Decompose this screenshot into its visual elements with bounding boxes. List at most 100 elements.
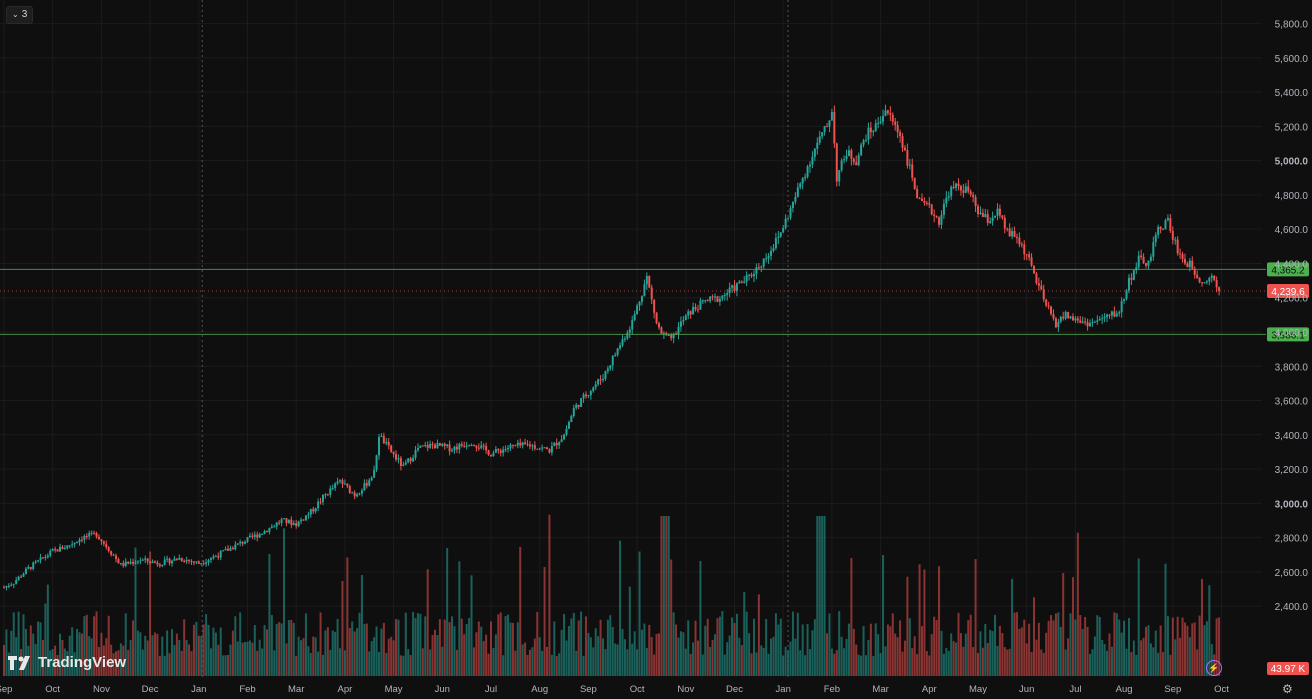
candle-body [10, 584, 13, 586]
candle-body [869, 127, 872, 133]
volume-bar [1174, 639, 1177, 676]
time-tick-label: Dec [726, 684, 743, 695]
volume-bar [438, 619, 441, 676]
volume-bar [541, 650, 544, 676]
candle-body [1025, 254, 1028, 256]
candle-body [117, 558, 120, 564]
candle-body [407, 458, 410, 463]
candle-body [363, 483, 366, 491]
candle-body [1196, 274, 1199, 278]
volume-bar [283, 528, 286, 676]
candle-body [15, 580, 18, 584]
volume-bar [845, 638, 848, 676]
volume-bar [765, 619, 768, 676]
volume-bar [826, 633, 829, 676]
candle-body [589, 391, 592, 396]
volume-bar [740, 645, 743, 676]
price-axis[interactable]: 5,800.0 5,600.0 5,400.0 5,200.0 5,000.0 4,800… [1275, 20, 1309, 614]
candle-body [1154, 234, 1157, 243]
volume-value-tag [1267, 662, 1309, 675]
level-price-label: 4,365.2 [1271, 265, 1305, 276]
candle-body [767, 255, 770, 259]
candle-body [309, 509, 312, 515]
candle-body [1091, 322, 1094, 324]
candle-body [195, 561, 198, 563]
candle-body [760, 266, 763, 268]
candle-body [918, 198, 921, 200]
volume-bar [1018, 628, 1021, 676]
candle-body [1123, 298, 1126, 302]
volume-bar [650, 637, 653, 676]
volume-bar [855, 644, 858, 676]
volume-bar [597, 636, 600, 676]
candle-body [161, 564, 164, 567]
price-tick-label: 5,600.0 [1275, 54, 1309, 65]
logo-text: TradingView [38, 654, 127, 671]
volume-bar [718, 616, 721, 676]
candle-body [692, 306, 695, 315]
volume-bar [923, 569, 926, 676]
candle-body [1169, 218, 1172, 231]
candle-body [397, 458, 400, 460]
volume-bar [448, 622, 451, 676]
volume-bar [209, 648, 212, 676]
volume-bar [73, 652, 76, 676]
gear-icon[interactable]: ⚙ [1282, 682, 1293, 696]
indicator-count-badge[interactable]: ⌄ 3 [6, 6, 34, 24]
candle-body [723, 295, 726, 297]
candle-body [197, 561, 200, 564]
candle-body [704, 300, 707, 302]
candle-body [134, 562, 137, 564]
candle-body [1054, 318, 1057, 328]
chevron-down-icon: ⌄ [12, 10, 19, 19]
candle-body [1030, 257, 1033, 266]
volume-bar [399, 655, 402, 676]
candle-body [424, 445, 427, 447]
candle-body [1096, 320, 1099, 322]
volume-bar [507, 614, 510, 676]
lightning-icon[interactable]: ⚡ [1206, 660, 1222, 676]
volume-bar [429, 649, 432, 676]
volume-bar [959, 633, 962, 676]
last-price-tag[interactable] [1267, 283, 1309, 298]
volume-bar [63, 648, 66, 676]
volume-bar [363, 624, 366, 676]
level-price-tag[interactable] [1267, 262, 1309, 277]
candle-body [994, 215, 997, 218]
volume-bar [1159, 625, 1162, 676]
volume-bar [860, 655, 863, 676]
volume-bar [360, 575, 363, 676]
time-tick-label: May [385, 684, 403, 695]
volume-bar [59, 633, 62, 676]
candle-body [246, 537, 249, 542]
candle-body [1008, 228, 1011, 237]
candle-body [989, 221, 992, 223]
candle-body [153, 561, 156, 563]
candle-body [886, 110, 889, 114]
volume-bar [317, 651, 320, 676]
candle-body [443, 443, 446, 447]
level-price-tag[interactable] [1267, 327, 1309, 342]
volume-bar [292, 623, 295, 676]
horizontal-levels[interactable]: 4,365.2 3,986.1 4,239.6 43.97 K [0, 262, 1309, 675]
candle-body [906, 150, 909, 166]
tradingview-logo[interactable]: TradingView [8, 654, 126, 671]
volume-bar [942, 653, 945, 676]
candle-body [1181, 254, 1184, 259]
volume-bar [1059, 626, 1062, 676]
volume-bar [1162, 652, 1165, 676]
volume-bar [938, 566, 941, 676]
volume-bar [750, 653, 753, 676]
candle-body [950, 186, 953, 197]
candle-body [290, 519, 293, 526]
volume-bar [823, 516, 826, 676]
price-tick-label: 5,400.0 [1275, 88, 1309, 99]
candle-body [314, 508, 317, 512]
candle-body [972, 194, 975, 198]
volume-bar [977, 653, 979, 676]
volume-bar [278, 622, 281, 676]
candle-body [1042, 289, 1045, 300]
time-axis[interactable]: Sep Oct Nov Dec Jan Feb Mar Apr May Jun Jul Aug Sep O… [0, 678, 1312, 699]
volume-bar [1193, 622, 1196, 676]
